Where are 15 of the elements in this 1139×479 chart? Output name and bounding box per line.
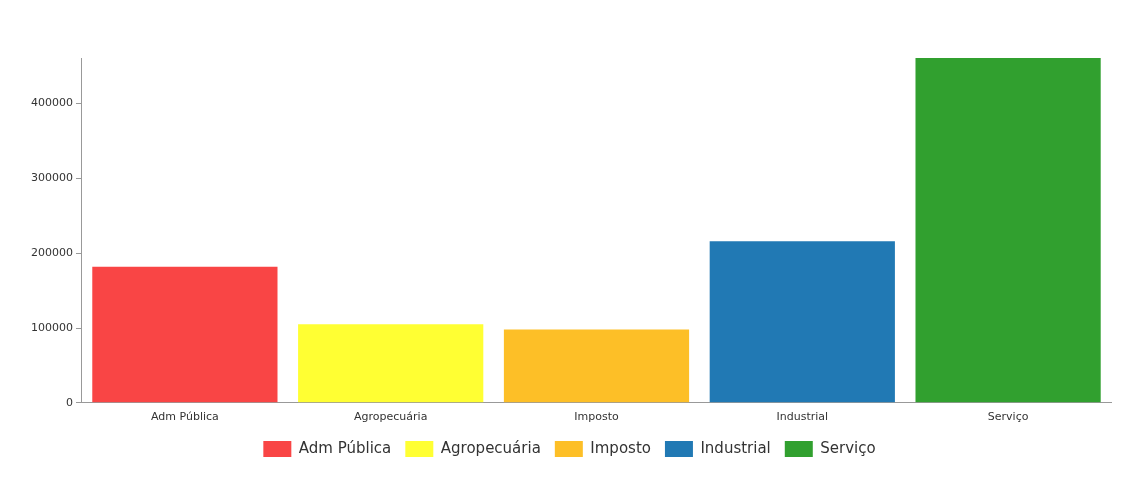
- x-tick-label: Industrial: [776, 410, 829, 424]
- y-tick-label: 200000: [30, 246, 73, 260]
- y-tick-label: 300000: [30, 171, 73, 185]
- legend-label: Industrial: [700, 438, 771, 457]
- y-tick-label: 0: [65, 395, 73, 409]
- legend-label: Imposto: [590, 438, 651, 457]
- y-tick-label: 400000: [30, 96, 73, 110]
- y-tick-label: 100000: [30, 320, 73, 334]
- x-tick-label: Adm Pública: [150, 410, 219, 424]
- legend-label: Adm Pública: [298, 438, 392, 457]
- legend-label: Serviço: [820, 438, 876, 457]
- legend-label: Agropecuária: [440, 438, 541, 457]
- x-tick-label: Imposto: [574, 410, 619, 424]
- x-tick-label: Serviço: [987, 410, 1029, 424]
- x-tick-label: Agropecuária: [354, 410, 428, 424]
